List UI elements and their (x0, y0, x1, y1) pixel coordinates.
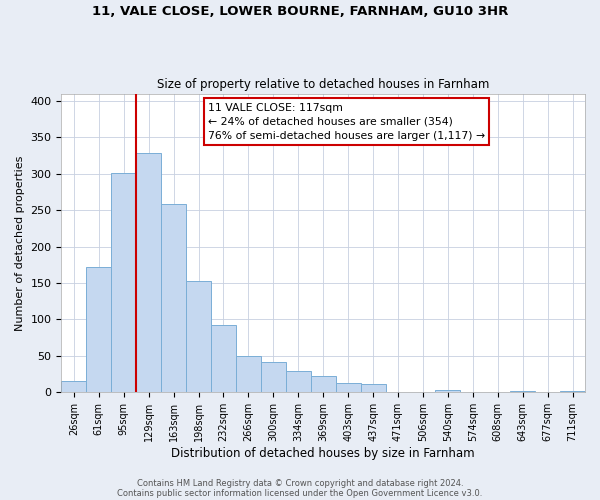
Y-axis label: Number of detached properties: Number of detached properties (15, 156, 25, 330)
Title: Size of property relative to detached houses in Farnham: Size of property relative to detached ho… (157, 78, 490, 91)
Text: 11 VALE CLOSE: 117sqm
← 24% of detached houses are smaller (354)
76% of semi-det: 11 VALE CLOSE: 117sqm ← 24% of detached … (208, 102, 485, 141)
Bar (361, 384, 386, 392)
Bar (510, 391, 535, 392)
Bar (286, 371, 311, 392)
Bar (61, 382, 86, 392)
Bar (211, 326, 236, 392)
Bar (161, 204, 186, 392)
Text: 11, VALE CLOSE, LOWER BOURNE, FARNHAM, GU10 3HR: 11, VALE CLOSE, LOWER BOURNE, FARNHAM, G… (92, 5, 508, 18)
Bar (261, 362, 286, 392)
Bar (311, 376, 335, 392)
Bar (436, 390, 460, 392)
Text: Contains public sector information licensed under the Open Government Licence v3: Contains public sector information licen… (118, 488, 482, 498)
Bar (86, 267, 111, 392)
Bar (335, 383, 361, 392)
X-axis label: Distribution of detached houses by size in Farnham: Distribution of detached houses by size … (172, 447, 475, 460)
Text: Contains HM Land Registry data © Crown copyright and database right 2024.: Contains HM Land Registry data © Crown c… (137, 478, 463, 488)
Bar (111, 173, 136, 392)
Bar (136, 152, 161, 392)
Bar (186, 281, 211, 392)
Bar (236, 356, 261, 393)
Bar (560, 391, 585, 392)
